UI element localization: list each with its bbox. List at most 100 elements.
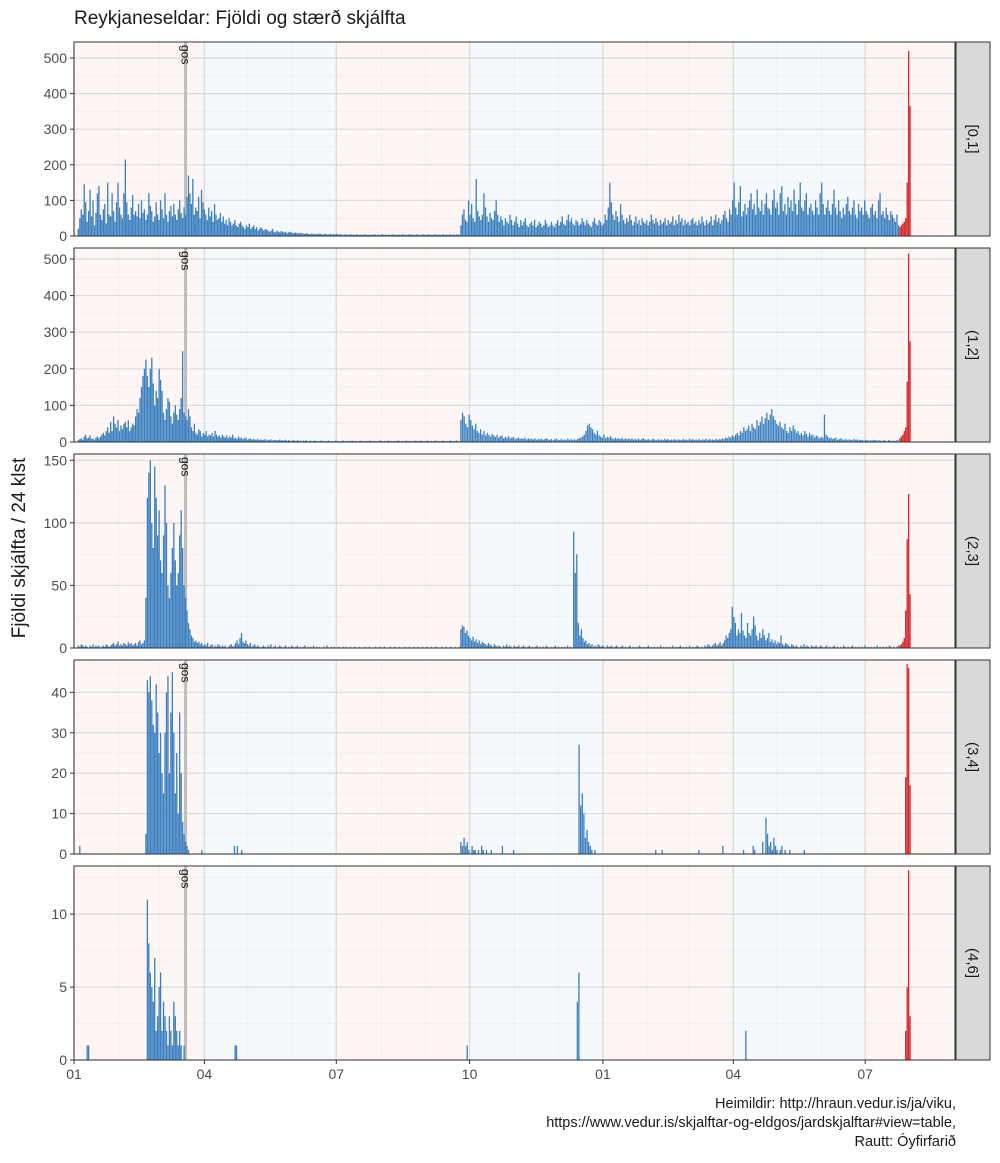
season-band <box>204 248 337 442</box>
bar <box>725 437 727 442</box>
bar <box>452 440 455 442</box>
bar <box>251 227 253 236</box>
bar <box>554 645 557 648</box>
bar <box>155 202 157 236</box>
bar <box>257 439 259 442</box>
bar <box>85 202 87 236</box>
bar <box>719 641 721 648</box>
bar <box>416 440 418 442</box>
bar <box>810 435 812 442</box>
bar <box>205 214 207 236</box>
bar <box>314 440 316 442</box>
bar <box>87 211 90 236</box>
bar <box>400 234 403 236</box>
bar <box>373 440 375 442</box>
bar <box>146 376 149 442</box>
bar <box>518 645 520 648</box>
bar <box>252 439 254 442</box>
bar <box>481 434 483 442</box>
bar <box>596 225 599 236</box>
facet-strip-label: [0,1] <box>964 124 981 153</box>
bar <box>189 629 191 648</box>
bar <box>592 646 595 648</box>
bar <box>500 216 502 236</box>
bar <box>795 432 798 442</box>
bar <box>321 234 323 236</box>
bar <box>879 193 881 236</box>
bar <box>878 440 880 442</box>
bar <box>179 1030 181 1060</box>
bar <box>352 440 355 442</box>
bar <box>522 439 525 442</box>
season-band <box>469 248 603 442</box>
bar <box>697 439 699 442</box>
bar <box>292 646 294 648</box>
bar <box>279 645 281 648</box>
bar <box>295 232 297 236</box>
bar <box>492 646 494 648</box>
bar <box>682 439 684 442</box>
bar <box>578 225 580 236</box>
bar <box>99 436 102 442</box>
bar <box>83 646 85 648</box>
bar <box>445 234 448 236</box>
bar <box>435 440 437 442</box>
bar <box>206 219 208 236</box>
bar <box>155 390 157 442</box>
bar <box>251 646 253 648</box>
bar <box>619 203 622 236</box>
bar <box>598 435 600 442</box>
bar <box>338 440 340 442</box>
bar <box>107 427 109 442</box>
bar <box>101 434 103 442</box>
bar <box>691 646 694 648</box>
bar <box>787 196 789 236</box>
bar <box>136 216 138 236</box>
bar <box>736 635 738 648</box>
y-tick-label: 150 <box>44 452 68 468</box>
bar <box>140 200 143 236</box>
bar <box>142 642 144 648</box>
bar <box>121 218 124 236</box>
bar <box>570 218 573 236</box>
bar <box>246 644 249 648</box>
bar <box>722 845 724 854</box>
bar <box>173 1001 175 1060</box>
bar <box>643 646 645 648</box>
bar <box>650 646 653 648</box>
bar <box>616 438 618 442</box>
bar <box>577 622 579 648</box>
bar <box>393 234 395 236</box>
bar <box>115 427 118 442</box>
bar <box>158 987 160 1060</box>
x-tick-label: 04 <box>197 1066 213 1082</box>
bar <box>110 421 112 442</box>
bar <box>298 440 300 442</box>
bar <box>552 440 554 442</box>
bar <box>176 585 178 648</box>
bar <box>179 200 181 236</box>
bar <box>662 221 665 236</box>
bar <box>173 522 175 648</box>
bar <box>161 1030 163 1060</box>
bar <box>754 625 756 648</box>
bar <box>494 436 497 442</box>
bar <box>341 234 343 236</box>
bar <box>174 560 176 648</box>
bar <box>361 234 364 236</box>
bar <box>133 425 135 442</box>
bar <box>439 234 442 236</box>
bar <box>478 432 480 442</box>
season-band <box>204 42 337 236</box>
bar <box>864 200 866 236</box>
bar <box>820 645 822 648</box>
bar <box>858 440 860 442</box>
bar <box>799 182 801 236</box>
bar <box>852 645 854 648</box>
bar <box>107 182 109 236</box>
bar <box>658 225 660 236</box>
bar <box>460 841 462 854</box>
bar <box>560 646 563 648</box>
bar <box>270 439 272 442</box>
bar <box>305 233 307 236</box>
